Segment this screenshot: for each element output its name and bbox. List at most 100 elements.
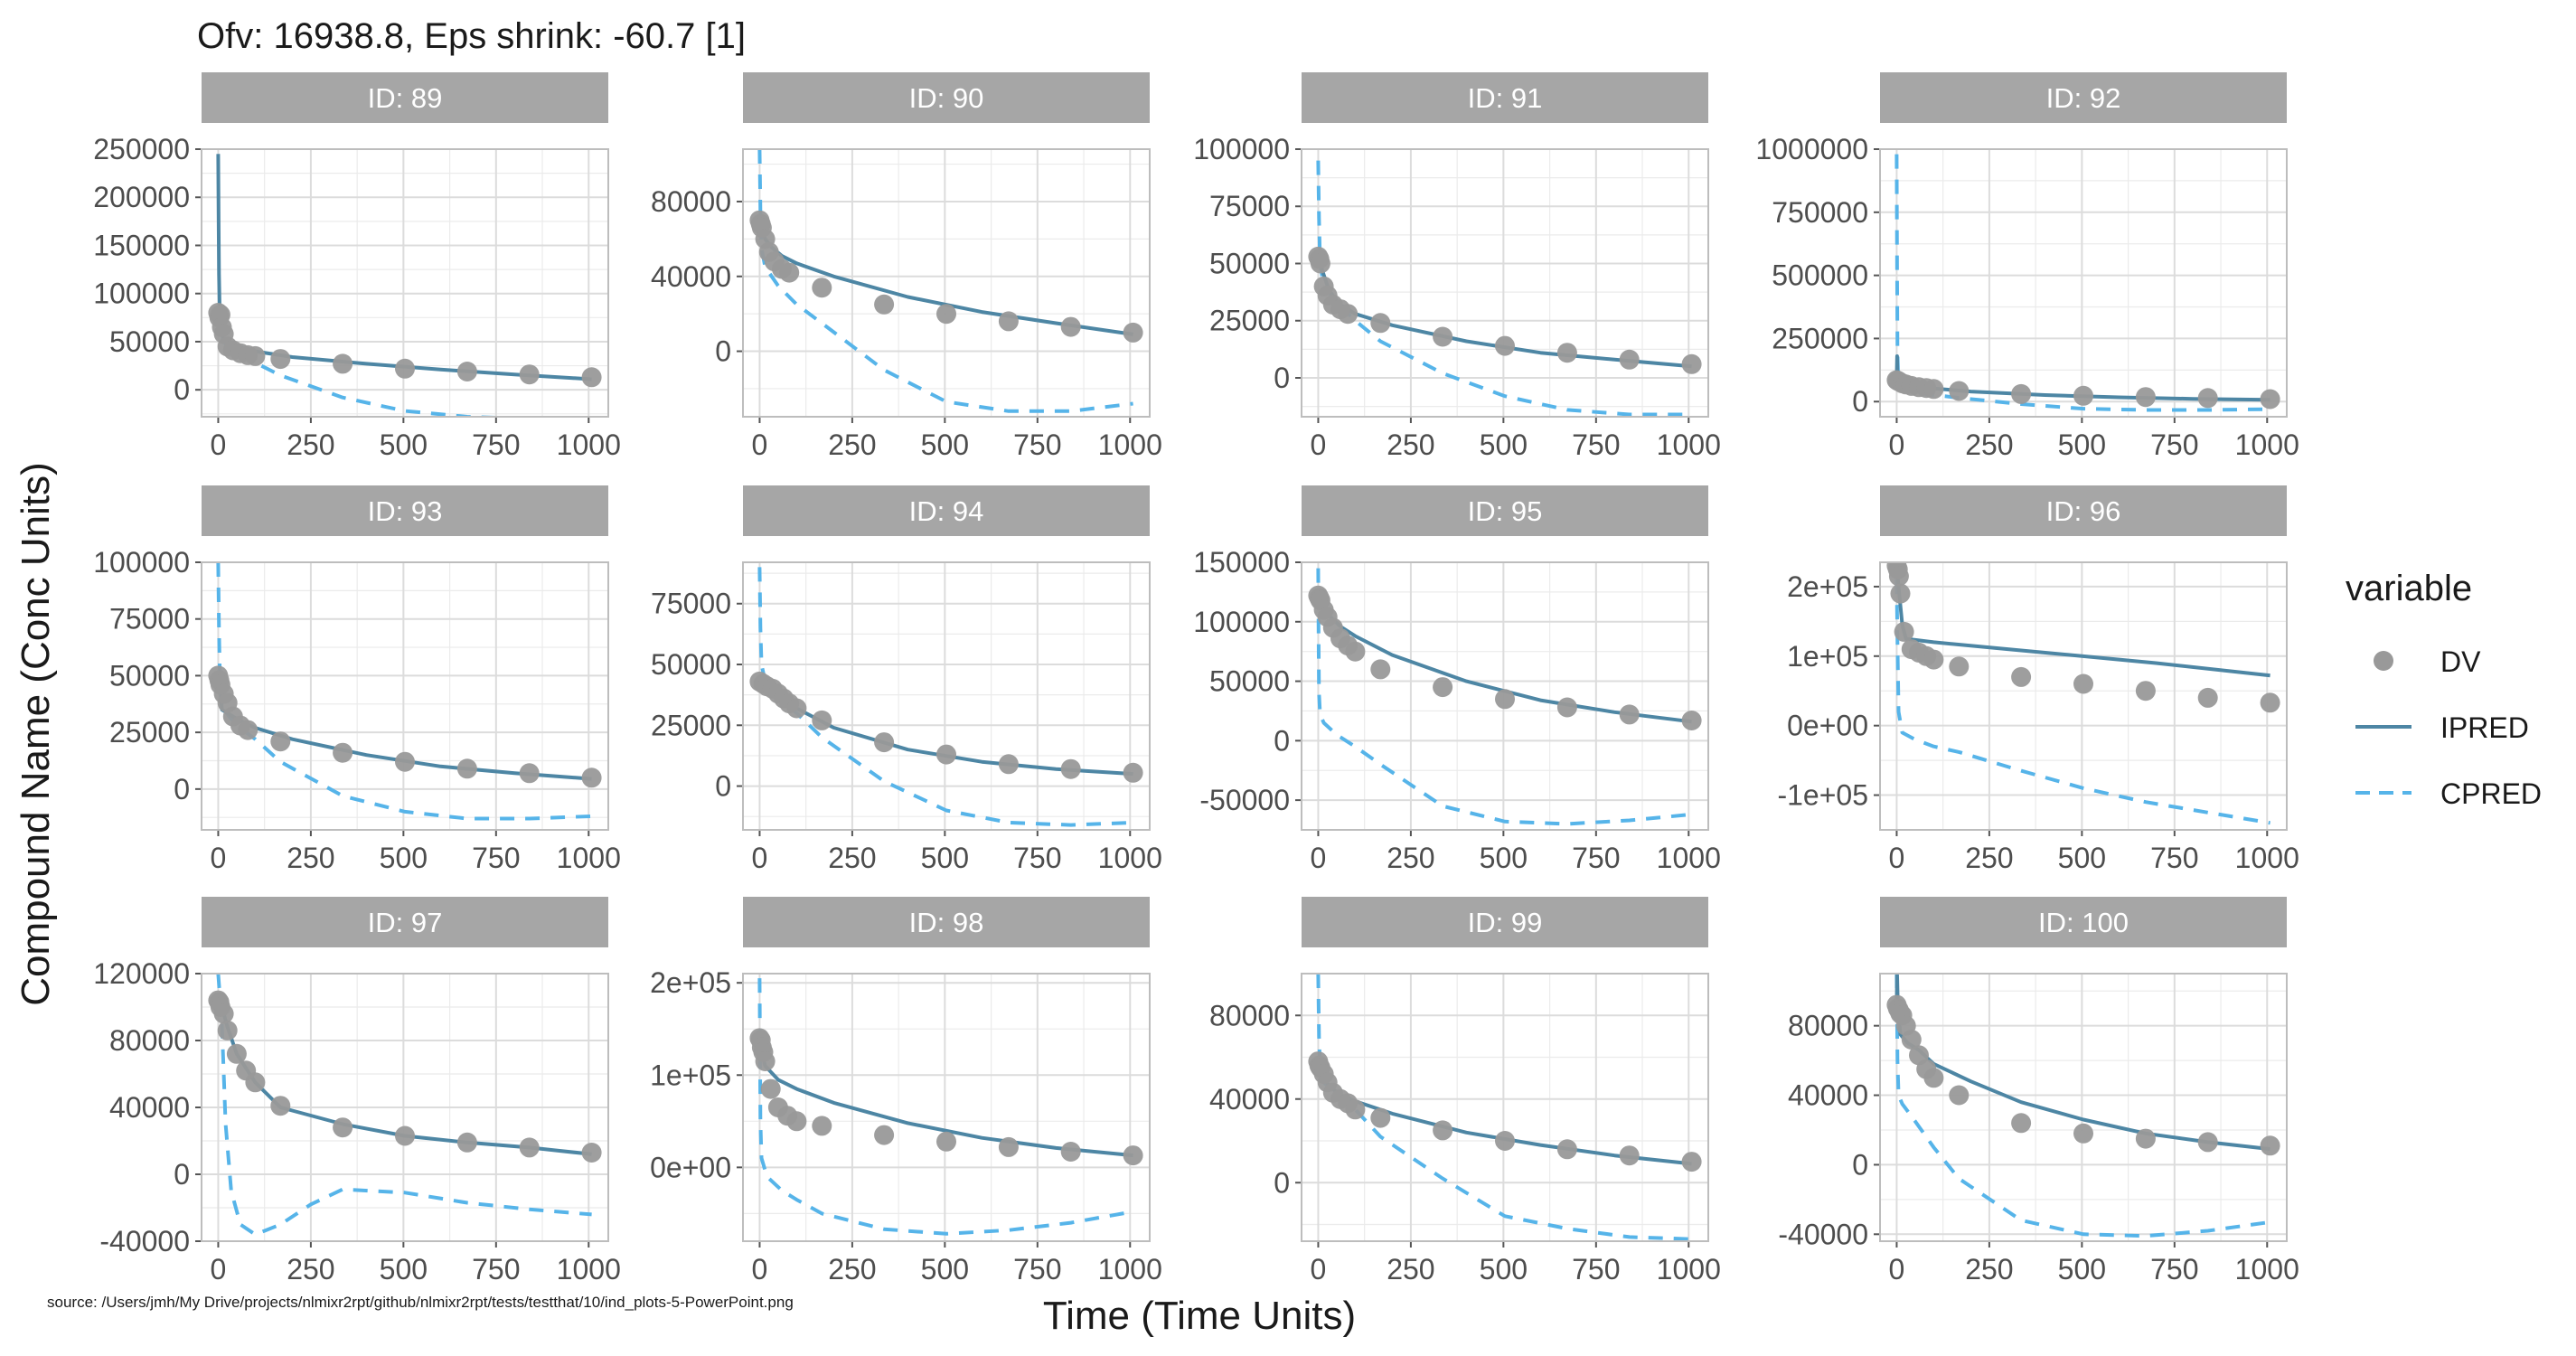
panel-border — [201, 561, 609, 831]
x-tick-label: 1000 — [2235, 842, 2299, 874]
dv-point — [333, 353, 353, 374]
facet-strip — [1880, 72, 2287, 123]
dv-point — [1681, 353, 1702, 374]
panel-border — [1879, 973, 2288, 1242]
panel-border — [1301, 561, 1709, 831]
cpred-line — [1894, 974, 2270, 1238]
cpred-line — [1894, 154, 2270, 412]
panel-data — [749, 149, 1143, 413]
dv-point — [1370, 1107, 1391, 1128]
x-tick-label: 750 — [1013, 842, 1061, 874]
y-tick-label: 40000 — [1209, 1083, 1290, 1116]
dv-point — [1060, 1142, 1081, 1162]
dv-point — [1556, 697, 1577, 718]
dv-point — [998, 1136, 1019, 1157]
cpred-line — [1894, 579, 2270, 825]
facet-strip — [202, 72, 608, 123]
dv-point — [581, 1143, 602, 1163]
dv-point — [2073, 673, 2093, 694]
y-tick-label: 40000 — [1788, 1079, 1868, 1112]
dv-point — [2135, 1128, 2156, 1149]
y-tick-label: 2e+05 — [650, 966, 731, 999]
dv-point — [786, 1111, 807, 1132]
x-tick-label: 500 — [921, 1253, 969, 1285]
dv-point — [936, 744, 956, 765]
x-tick-label: 0 — [1311, 842, 1327, 874]
dv-point — [2197, 388, 2218, 409]
y-tick-label: 1000000 — [1755, 133, 1868, 165]
y-tick-label: 2e+05 — [1787, 570, 1868, 603]
x-tick-label: 750 — [472, 428, 520, 461]
facet-panel: ID: 90 0 250 500 750 1000 0 40000 80000 — [651, 72, 1162, 461]
chart-title: Ofv: 16938.8, Eps shrink: -60.7 [1] — [197, 16, 746, 56]
facet-strip-label: ID: 100 — [2038, 907, 2129, 938]
x-tick-label: 750 — [2150, 1253, 2198, 1285]
dv-point — [1123, 762, 1143, 783]
x-tick-label: 0 — [211, 428, 227, 461]
dv-point — [779, 262, 800, 283]
facet-panel: ID: 99 0 250 500 750 1000 0 40000 80000 — [1209, 897, 1721, 1285]
x-tick-label: 500 — [380, 428, 428, 461]
dv-point — [270, 731, 291, 752]
x-tick-label: 750 — [1572, 1253, 1620, 1285]
y-tick-label: 200000 — [93, 181, 190, 213]
y-tick-label: 0 — [1274, 1166, 1290, 1199]
panel-border — [201, 973, 609, 1242]
dv-point — [213, 1003, 234, 1024]
dv-point — [1123, 322, 1143, 343]
dv-point — [1923, 1068, 1944, 1088]
panel-data — [1886, 154, 2280, 412]
dv-point — [2073, 1123, 2093, 1144]
facet-panel: ID: 95 0 250 500 750 1000 -50000 0 50000 100000 15… — [1193, 485, 1721, 874]
x-tick-label: 500 — [921, 842, 969, 874]
y-tick-label: 100000 — [1193, 606, 1290, 638]
y-tick-label: 25000 — [1209, 305, 1290, 337]
dv-point — [760, 1078, 781, 1099]
panel-data — [1308, 568, 1702, 826]
x-tick-label: 0 — [1311, 428, 1327, 461]
dv-point — [1949, 656, 1970, 677]
facet-strip — [743, 72, 1150, 123]
y-tick-label: 500000 — [1772, 259, 1868, 292]
dv-point — [217, 1020, 238, 1041]
y-tick-label: 250000 — [93, 133, 190, 165]
x-tick-label: 750 — [472, 1253, 520, 1285]
facet-strip-label: ID: 97 — [368, 907, 443, 938]
y-tick-label: 40000 — [109, 1091, 190, 1124]
dv-point — [245, 345, 266, 366]
x-tick-label: 1000 — [1098, 428, 1162, 461]
facet-panel: ID: 92 0 250 500 750 1000 0 250000 500000 750000 1… — [1755, 72, 2299, 461]
source-caption: source: /Users/jmh/My Drive/projects/nlm… — [47, 1294, 794, 1311]
facet-strip-label: ID: 89 — [368, 82, 443, 114]
dv-point — [998, 754, 1019, 775]
facet-strip — [1880, 485, 2287, 536]
x-tick-label: 0 — [1311, 1253, 1327, 1285]
y-tick-label: -1e+05 — [1777, 779, 1868, 812]
dv-point — [1433, 1120, 1453, 1141]
dv-point — [519, 364, 540, 385]
y-tick-label: 250000 — [1772, 322, 1868, 354]
x-tick-label: 750 — [1013, 428, 1061, 461]
facet-panel: ID: 91 0 250 500 750 1000 0 25000 50000 75000 1000… — [1193, 72, 1721, 461]
dv-point — [238, 720, 259, 740]
y-tick-label: 1e+05 — [650, 1059, 731, 1091]
panel-border — [1301, 148, 1709, 418]
x-tick-label: 500 — [380, 842, 428, 874]
x-tick-label: 1000 — [1098, 1253, 1162, 1285]
dv-point — [456, 1132, 477, 1153]
y-tick-label: 0 — [174, 1158, 190, 1191]
panel-data — [749, 978, 1143, 1236]
dv-point — [333, 742, 353, 763]
panel-data — [1886, 562, 2280, 825]
y-tick-label: 50000 — [1209, 247, 1290, 279]
dv-point — [2135, 681, 2156, 702]
x-tick-label: 500 — [380, 1253, 428, 1285]
y-tick-label: 120000 — [93, 957, 190, 990]
legend-key-dv — [2374, 651, 2393, 671]
facet-strip-label: ID: 90 — [909, 82, 984, 114]
dv-point — [1619, 349, 1640, 370]
legend-label: IPRED — [2440, 711, 2529, 744]
dv-point — [1495, 335, 1515, 356]
dv-point — [1894, 621, 1914, 642]
x-tick-label: 250 — [828, 842, 876, 874]
